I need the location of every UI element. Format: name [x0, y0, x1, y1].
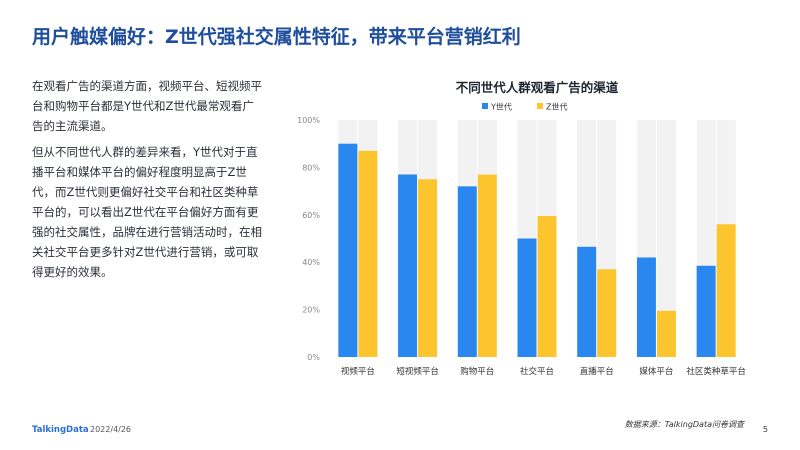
bar-background — [656, 120, 676, 357]
bar-z-gen — [716, 224, 736, 357]
bar-z-gen — [656, 310, 676, 357]
paragraph-1: 在观看广告的渠道方面，视频平台、短视频平台和购物平台都是Y世代和Z世代最常观看广… — [32, 79, 262, 133]
x-tick-label: 社交平台 — [520, 366, 554, 377]
x-tick-label: 媒体平台 — [639, 366, 673, 377]
bar-z-gen — [418, 179, 438, 357]
bar-z-gen — [477, 174, 497, 357]
x-tick-label: 社区类种草平台 — [686, 366, 746, 377]
legend-label-2: Z世代 — [546, 102, 567, 112]
bar-y-gen — [398, 174, 418, 357]
y-tick-label: 80% — [302, 163, 320, 172]
paragraph-2: 但从不同世代人群的差异来看，Y世代对于直播平台和媒体平台的偏好程度明显高于Z世代… — [32, 145, 262, 279]
chart-title: 不同世代人群观看广告的渠道 — [456, 80, 619, 95]
y-tick-label: 100% — [297, 116, 320, 125]
bar-z-gen — [358, 150, 378, 357]
page-title: 用户触媒偏好：Z世代强社交属性特征，带来平台营销红利 — [32, 26, 521, 48]
description-text: 在观看广告的渠道方面，视频平台、短视频平台和购物平台都是Y世代和Z世代最常观看广… — [32, 76, 264, 288]
x-tick-label: 购物平台 — [460, 366, 494, 377]
y-tick-label: 40% — [302, 258, 320, 267]
bar-y-gen — [517, 238, 537, 357]
y-tick-label: 0% — [307, 353, 320, 362]
bar-y-gen — [457, 186, 477, 357]
y-tick-label: 20% — [302, 306, 320, 315]
legend-swatch-2 — [537, 103, 543, 109]
x-tick-label: 短视频平台 — [396, 366, 439, 377]
bar-y-gen — [696, 265, 716, 357]
bar-y-gen — [577, 246, 597, 357]
x-tick-label: 直播平台 — [580, 366, 614, 377]
y-tick-label: 60% — [302, 211, 320, 220]
legend-swatch-1 — [482, 103, 488, 109]
bar-y-gen — [338, 143, 358, 357]
page-number: 5 — [762, 425, 768, 434]
bar-chart: 不同世代人群观看广告的渠道 Y世代 Z世代 0% 20% 40% 60% 80% 100% 视频平… — [297, 80, 746, 377]
data-source: 数据来源：TalkingData问卷调查 — [624, 420, 744, 429]
brand-logo: TalkingData — [32, 425, 89, 435]
bar-y-gen — [636, 257, 656, 357]
legend-label-1: Y世代 — [490, 102, 512, 112]
x-tick-label: 视频平台 — [341, 366, 375, 377]
report-date: 2022/4/26 — [90, 425, 132, 434]
bar-z-gen — [597, 269, 617, 357]
bar-z-gen — [537, 215, 557, 357]
